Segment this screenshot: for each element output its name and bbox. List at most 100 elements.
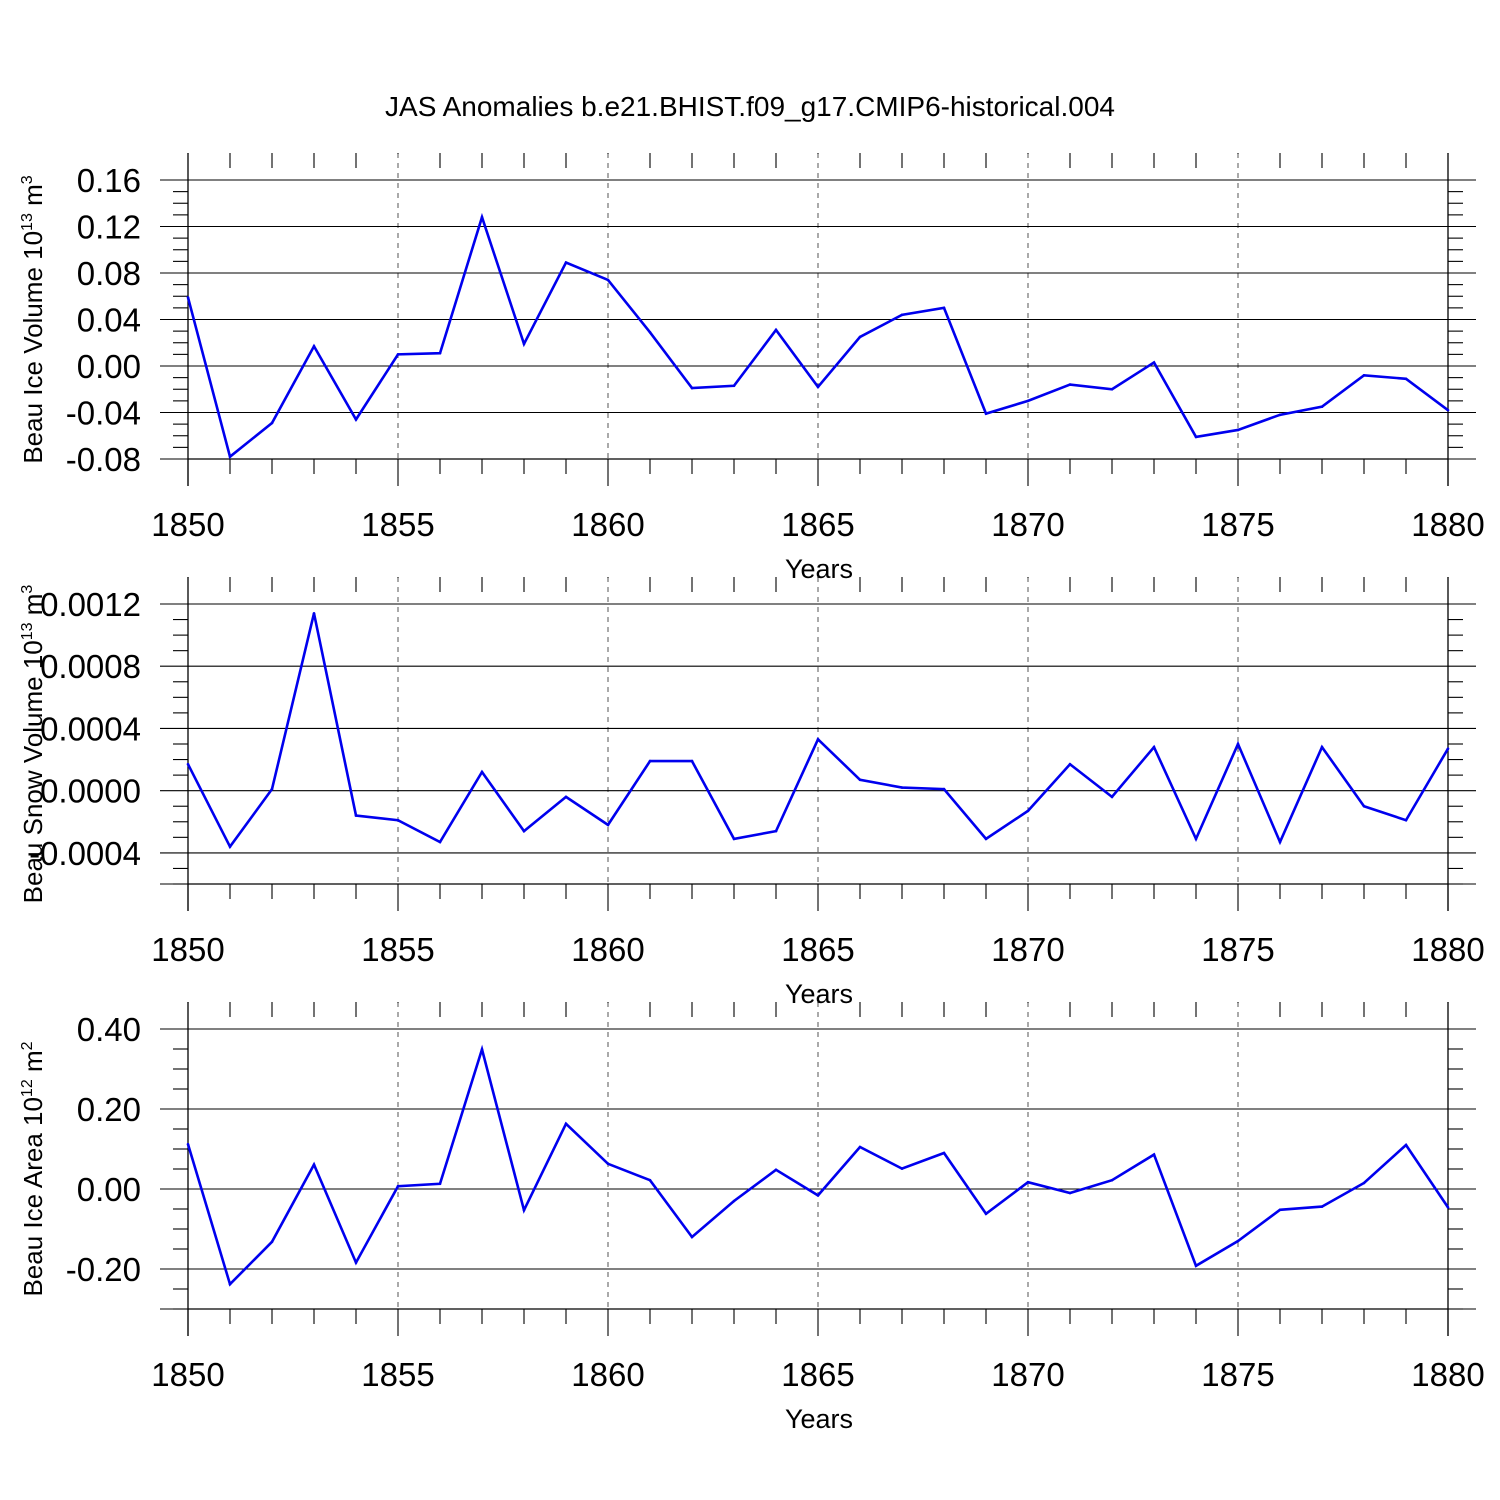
data-point [648,330,652,334]
y-tick-label: -0.04 [66,395,141,432]
data-point [1236,1239,1240,1243]
data-point [816,738,820,741]
x-tick-label: 1865 [781,931,854,968]
data-point [1404,377,1408,381]
data-point [1404,818,1408,822]
data-point [1278,1208,1282,1212]
y-axis-title-unit: m [18,1050,48,1079]
data-point [774,829,778,833]
y-tick-label: 0.40 [77,1011,141,1048]
data-point [690,759,694,763]
data-point [438,1182,442,1186]
data-point [984,412,988,415]
data-point [564,795,568,799]
data-point [648,759,652,763]
data-point [1278,413,1282,417]
data-point [774,328,778,332]
data-point [606,278,610,282]
data-point [396,353,400,356]
chart-title: JAS Anomalies b.e21.BHIST.f09_g17.CMIP6-… [385,91,1115,122]
y-axis-title-unit-exponent: 3 [19,175,36,184]
x-tick-label: 1880 [1411,506,1484,543]
x-axis-title: Years [785,979,853,1009]
data-point [1278,840,1282,844]
x-tick-label: 1865 [781,1356,854,1393]
y-axis-title-unit: m [18,594,48,623]
y-tick-label: 0.08 [77,255,141,292]
data-point [900,313,904,317]
panel-2: -0.0004 0.0000 0.0004 0.0008 0.0012 1850 1855 1… [18,577,1485,1009]
data-point [942,306,946,310]
data-point [732,384,736,388]
y-tick-label: 0.0008 [40,648,141,685]
x-tick-label: 1875 [1201,506,1274,543]
data-point [186,1142,190,1146]
y-tick-label: 0.0000 [40,773,141,810]
y-tick-label: 0.0012 [40,586,141,623]
data-point [900,786,904,789]
y-tick-label: 0.0004 [40,710,141,747]
y-axis-title-text: Beau Ice Volume 10 [18,231,48,464]
data-point [228,455,232,458]
data-point [1110,795,1114,799]
data-point [858,335,862,339]
data-point [312,344,316,348]
x-tick-label: 1870 [991,506,1064,543]
data-point [1068,383,1072,386]
data-point [1068,762,1072,766]
panel-1: -0.08 -0.04 0.00 0.04 0.08 0.12 0.16 1850 1855 18… [18,153,1485,584]
data-point [1026,1180,1030,1184]
data-point [1152,1153,1156,1156]
y-axis-title: Beau Ice Volume 1013 m3 [18,175,48,463]
data-point [1446,747,1450,750]
data-point [648,1178,652,1182]
data-point [354,814,358,817]
data-point [438,840,442,844]
x-tick-label: 1855 [361,1356,434,1393]
data-point [984,1212,988,1216]
y-axis-title-exponent: 13 [19,622,36,640]
data-point [1194,837,1198,841]
x-tick-label: 1875 [1201,931,1274,968]
y-axis-title-unit-exponent: 2 [19,1041,36,1050]
data-point [480,1048,484,1051]
data-point [1194,435,1198,439]
data-point [1236,428,1240,432]
x-tick-label: 1850 [151,506,224,543]
data-point [858,1145,862,1149]
data-point [480,215,484,219]
data-point [270,787,274,791]
y-tick-label: 0.20 [77,1091,141,1128]
x-axis-title: Years [785,1404,853,1434]
y-axis-title-unit: m [18,184,48,213]
panel-3: -0.20 0.00 0.20 0.40 1850 1855 1860 1865 1870 187… [18,1002,1485,1434]
data-point [1110,1178,1114,1182]
data-point [1320,405,1324,408]
x-tick-label: 1850 [151,931,224,968]
x-tick-label: 1875 [1201,1356,1274,1393]
data-point [1362,804,1366,808]
data-point [438,351,442,355]
data-point [816,1194,820,1197]
data-point [186,762,190,766]
data-point [354,1261,358,1264]
y-axis-title-text: Beau Snow Volume 10 [18,640,48,903]
panels: -0.08 -0.04 0.00 0.04 0.08 0.12 0.16 1850 1855 18… [18,153,1485,1434]
data-point [690,1235,694,1239]
data-point [1236,742,1240,746]
y-tick-label: 0.16 [77,162,141,199]
data-point [1362,1181,1366,1185]
data-point [1152,361,1156,364]
x-tick-label: 1855 [361,931,434,968]
data-point [984,837,988,841]
data-point [228,1282,232,1286]
data-point [732,1199,736,1203]
data-point [1194,1264,1198,1268]
data-point [1446,1206,1450,1209]
data-point [522,829,526,833]
data-point [270,1240,274,1244]
y-tick-label: 0.00 [77,1171,141,1208]
data-point [522,342,526,346]
x-tick-label: 1860 [571,506,644,543]
